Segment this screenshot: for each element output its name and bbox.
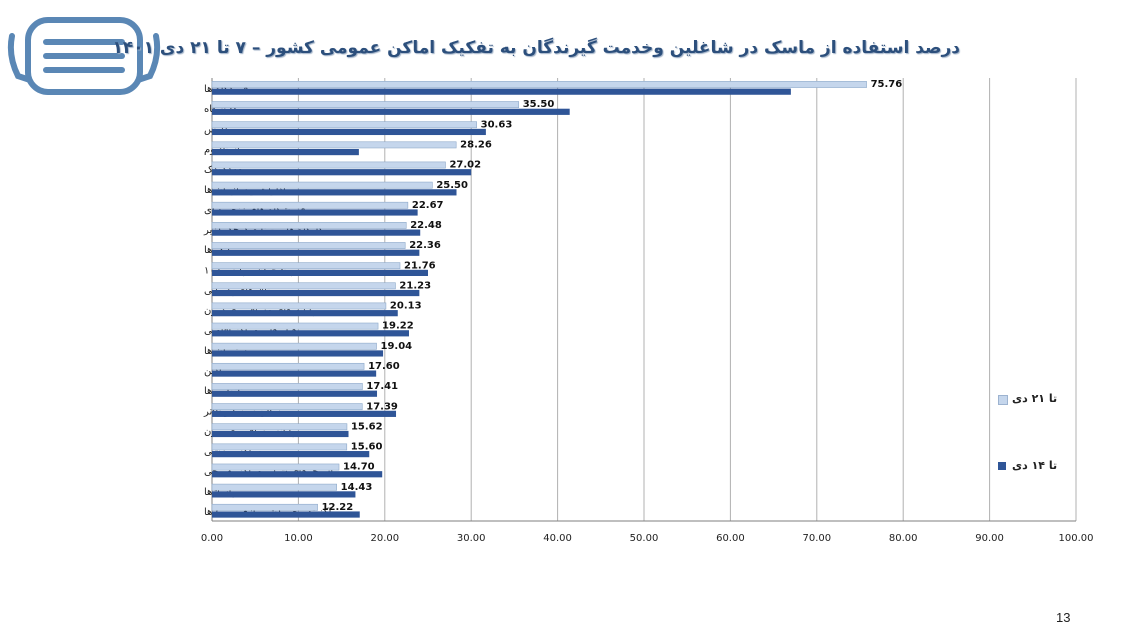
bar-series-2	[212, 269, 428, 276]
bar-series-2	[212, 209, 418, 216]
bar-series-1	[211, 101, 520, 109]
data-label: 75.76	[871, 79, 903, 90]
x-tick-label: 70.00	[802, 533, 831, 544]
data-label: 21.76	[404, 260, 436, 271]
x-tick-label: 30.00	[457, 533, 486, 544]
data-label: 25.50	[436, 180, 468, 191]
bar-series-1	[211, 81, 867, 88]
legend-swatch-series-2	[998, 462, 1006, 470]
data-label: 17.60	[368, 361, 400, 372]
bar-series-2	[212, 370, 377, 377]
data-label: 22.36	[409, 240, 441, 251]
bar-series-1	[211, 242, 406, 249]
bar-series-1	[211, 282, 396, 290]
bar-series-1	[211, 121, 477, 129]
bar-series-2	[212, 128, 486, 136]
data-label: 20.13	[390, 301, 422, 312]
x-tick-label: 20.00	[370, 533, 399, 544]
bar-series-2	[212, 289, 420, 297]
face-mask-icon	[7, 17, 161, 95]
bar-series-1	[211, 423, 348, 431]
data-label: 19.22	[382, 321, 414, 332]
bar-series-1	[211, 463, 340, 471]
data-label: 17.39	[366, 401, 398, 412]
chart-title: درصد استفاده از ماسک در شاغلین وخدمت گیر…	[112, 38, 961, 58]
data-label: 35.50	[523, 99, 555, 110]
bar-series-2	[212, 491, 356, 498]
x-tick-label: 50.00	[630, 533, 659, 544]
bar-series-2	[212, 330, 409, 337]
data-label: 30.63	[481, 119, 513, 130]
bar-series-2	[212, 189, 457, 196]
bar-series-2	[212, 410, 397, 417]
bar-series-1	[211, 302, 387, 310]
legend-label-series-1: تا ۲۱ دی	[1012, 392, 1058, 405]
data-label: 15.62	[351, 421, 383, 432]
bar-series-2	[212, 88, 791, 95]
bar-series-1	[211, 503, 318, 511]
bar-series-1	[211, 262, 401, 270]
bar-series-2	[212, 511, 360, 518]
bar-series-1	[211, 403, 363, 411]
bar-series-2	[212, 148, 359, 156]
bar-series-2	[212, 229, 421, 236]
bar-series-2	[212, 451, 370, 458]
data-label: 14.43	[341, 482, 373, 493]
data-label: 14.70	[343, 462, 375, 473]
data-label: 17.41	[366, 381, 398, 392]
data-label: 21.23	[399, 280, 431, 291]
bar-series-1	[211, 483, 337, 491]
bar-series-1	[211, 222, 407, 229]
bar-series-2	[212, 169, 472, 176]
bar-series-2	[212, 471, 383, 478]
bar-series-1	[211, 141, 457, 149]
data-label: 22.48	[410, 220, 442, 231]
data-label: 22.67	[412, 200, 444, 211]
x-tick-label: 80.00	[889, 533, 918, 544]
bar-series-1	[211, 362, 365, 370]
x-tick-label: 90.00	[975, 533, 1004, 544]
x-tick-label: 10.00	[284, 533, 313, 544]
data-label: 15.60	[351, 442, 383, 453]
data-label: 19.04	[381, 341, 413, 352]
legend-swatch-series-1	[998, 395, 1008, 405]
bar-series-1	[211, 181, 433, 189]
x-tick-label: 60.00	[716, 533, 745, 544]
bar-series-1	[211, 342, 377, 350]
x-tick-label: 40.00	[543, 533, 572, 544]
bar-series-1	[211, 201, 409, 209]
data-label: 28.26	[460, 139, 492, 150]
legend-label-series-2: تا ۱۴ دی	[1012, 459, 1058, 472]
x-tick-label: 100.00	[1059, 533, 1094, 544]
x-tick-label: 0.00	[201, 533, 223, 544]
bar-series-1	[211, 443, 348, 451]
bar-series-2	[212, 249, 420, 256]
data-label: 27.02	[449, 160, 481, 171]
bar-series-1	[211, 161, 446, 169]
data-label: 12.22	[322, 502, 354, 513]
bar-series-1	[211, 383, 363, 390]
bar-series-2	[212, 390, 378, 397]
bar-series-2	[212, 430, 349, 438]
bar-series-2	[212, 350, 384, 357]
bar-series-2	[212, 108, 570, 115]
page-number: 13	[1056, 610, 1071, 625]
bar-series-1	[211, 322, 379, 330]
bar-series-2	[212, 310, 398, 317]
